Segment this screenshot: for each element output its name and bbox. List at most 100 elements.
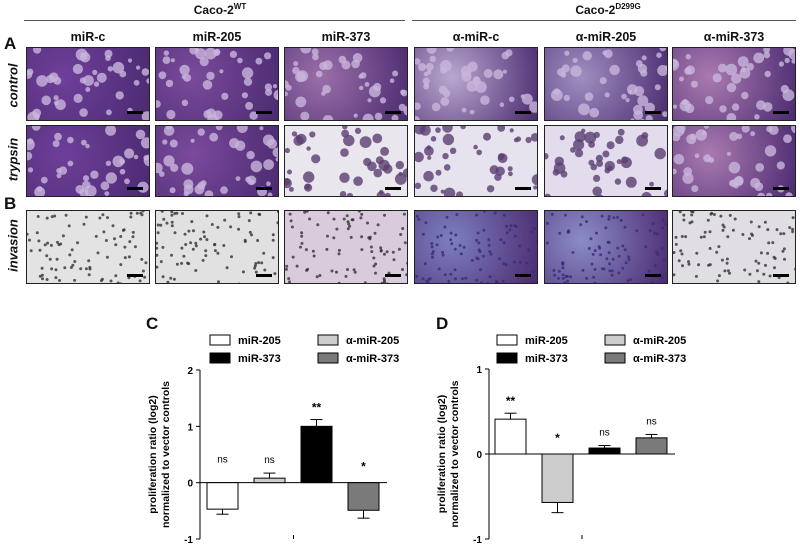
legend-swatch bbox=[209, 334, 231, 346]
bar bbox=[206, 482, 239, 510]
significance-label: * bbox=[361, 460, 366, 474]
micrograph-control bbox=[155, 47, 279, 121]
scale-bar bbox=[127, 111, 143, 114]
significance-label: ns bbox=[599, 428, 610, 439]
y-tick-label: 0 bbox=[187, 479, 193, 490]
legend-swatch bbox=[496, 334, 518, 346]
micrograph-invasion bbox=[155, 210, 279, 284]
legend-label: miR-373 bbox=[238, 353, 281, 365]
micrograph-invasion bbox=[544, 210, 668, 284]
significance-label: ** bbox=[506, 394, 516, 408]
legend-swatch bbox=[496, 352, 518, 364]
group-sup: WT bbox=[233, 2, 247, 11]
micrograph-trypsin bbox=[544, 125, 668, 197]
y-tick-label: -1 bbox=[473, 535, 482, 546]
scale-bar bbox=[515, 274, 531, 277]
micrograph-invasion bbox=[284, 210, 408, 284]
micrograph-trypsin bbox=[26, 125, 150, 197]
micrograph-invasion bbox=[26, 210, 150, 284]
legend-label: α-miR-205 bbox=[346, 335, 399, 347]
scale-bar bbox=[773, 111, 789, 114]
micrograph-control bbox=[26, 47, 150, 121]
column-header: α-miR-205 bbox=[575, 30, 637, 44]
scale-bar bbox=[515, 187, 531, 190]
scale-bar bbox=[385, 111, 401, 114]
row-label-invasion: invasion bbox=[5, 219, 21, 272]
micrograph-trypsin bbox=[284, 125, 408, 197]
group-rule-d299g bbox=[412, 20, 796, 21]
y-tick-label: -1 bbox=[184, 535, 193, 546]
group-header-d299g: Caco-2D299G bbox=[538, 2, 678, 17]
significance-label: ns bbox=[217, 455, 228, 466]
legend-label: miR-373 bbox=[525, 353, 568, 365]
micrograph-trypsin bbox=[155, 125, 279, 197]
bar bbox=[347, 482, 380, 511]
scale-bar bbox=[385, 187, 401, 190]
legend-label: miR-205 bbox=[525, 335, 568, 347]
y-axis-label: normalized to vector controls bbox=[449, 380, 461, 527]
micrograph-invasion bbox=[672, 210, 796, 284]
micrograph-trypsin bbox=[672, 125, 796, 197]
legend-label: α-miR-205 bbox=[633, 335, 686, 347]
scale-bar bbox=[256, 111, 272, 114]
scale-bar bbox=[127, 274, 143, 277]
panel-label-c: C bbox=[146, 314, 159, 333]
micrograph-control bbox=[414, 47, 538, 121]
scale-bar bbox=[256, 274, 272, 277]
micrograph-control bbox=[284, 47, 408, 121]
scale-bar bbox=[645, 274, 661, 277]
y-tick-label: 1 bbox=[187, 422, 193, 433]
significance-label: * bbox=[555, 431, 560, 445]
row-label-trypsin: trypsin bbox=[5, 137, 21, 182]
bar bbox=[494, 418, 527, 455]
group-sup: D299G bbox=[615, 2, 641, 11]
group-name: Caco-2 bbox=[193, 3, 234, 17]
scale-bar bbox=[645, 187, 661, 190]
micrograph-trypsin bbox=[414, 125, 538, 197]
significance-label: ns bbox=[646, 416, 657, 427]
micrograph-control bbox=[544, 47, 668, 121]
micrograph-control bbox=[672, 47, 796, 121]
scale-bar bbox=[773, 187, 789, 190]
micrograph-invasion bbox=[414, 210, 538, 284]
y-axis-label: proliferation ratio (log2) bbox=[147, 395, 159, 513]
y-tick-label: 2 bbox=[187, 366, 193, 377]
scale-bar bbox=[385, 274, 401, 277]
scale-bar bbox=[515, 111, 531, 114]
column-header: miR-c bbox=[70, 30, 106, 44]
bar bbox=[588, 447, 621, 455]
significance-label: ns bbox=[264, 455, 275, 466]
column-header: α-miR-c bbox=[452, 30, 500, 44]
bar bbox=[253, 477, 286, 484]
bar bbox=[541, 453, 574, 503]
column-header: α-miR-373 bbox=[703, 30, 765, 44]
significance-label: ** bbox=[312, 401, 322, 415]
scale-bar bbox=[773, 274, 789, 277]
legend-label: α-miR-373 bbox=[346, 353, 399, 365]
legend-swatch bbox=[604, 352, 626, 364]
group-name: Caco-2 bbox=[575, 3, 616, 17]
panel-label-b: B bbox=[4, 194, 17, 213]
y-tick-label: 0 bbox=[476, 450, 482, 461]
y-axis-label: proliferation ratio (log2) bbox=[436, 395, 448, 513]
legend-swatch bbox=[317, 334, 339, 346]
legend-swatch bbox=[317, 352, 339, 364]
column-header: miR-373 bbox=[321, 30, 371, 44]
panel-label-a: A bbox=[4, 34, 17, 53]
y-axis-label: normalized to vector controls bbox=[160, 381, 172, 528]
group-rule-wt bbox=[24, 20, 405, 21]
column-header: miR-205 bbox=[192, 30, 242, 44]
panel-label-d: D bbox=[436, 314, 449, 333]
legend-swatch bbox=[209, 352, 231, 364]
legend-label: α-miR-373 bbox=[633, 353, 686, 365]
y-tick-label: 1 bbox=[476, 365, 482, 376]
bar bbox=[300, 425, 333, 484]
scale-bar bbox=[256, 187, 272, 190]
legend-label: miR-205 bbox=[238, 335, 281, 347]
legend-swatch bbox=[604, 334, 626, 346]
scale-bar bbox=[127, 187, 143, 190]
bar bbox=[635, 437, 668, 455]
row-label-control: control bbox=[5, 63, 21, 108]
group-header-wt: Caco-2WT bbox=[150, 2, 290, 17]
scale-bar bbox=[645, 111, 661, 114]
